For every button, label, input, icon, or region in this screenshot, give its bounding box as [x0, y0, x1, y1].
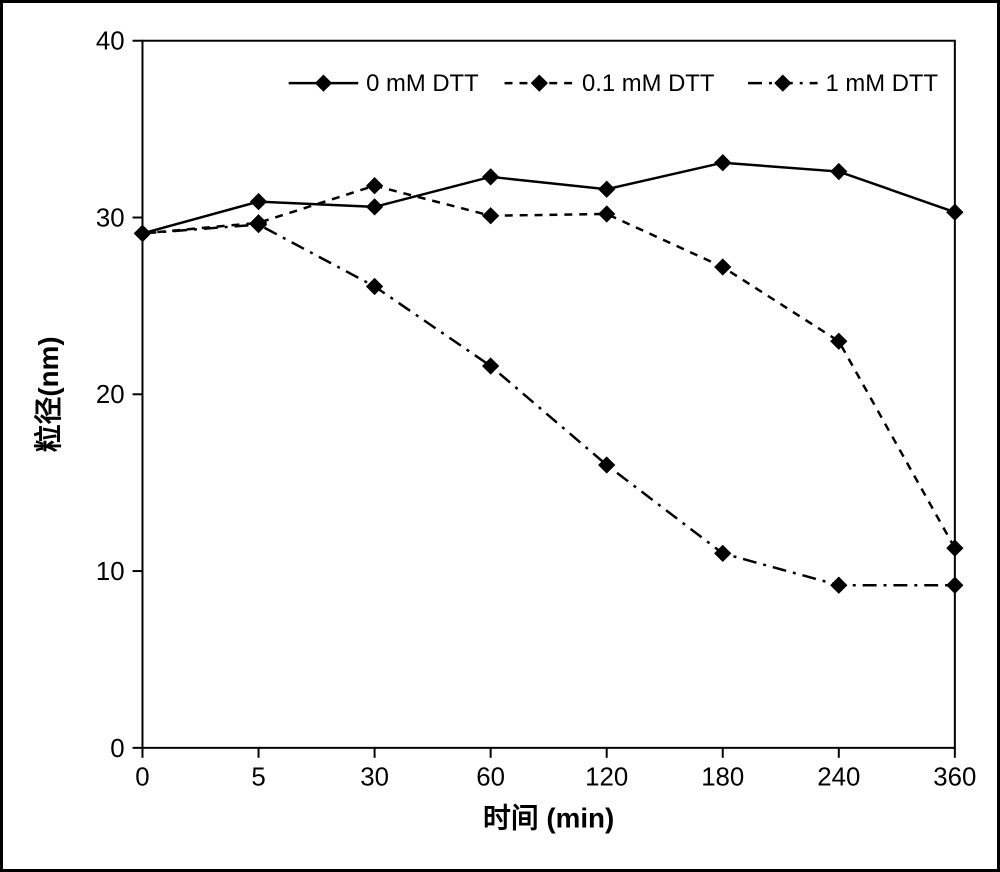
y-tick-label: 20: [96, 381, 125, 409]
x-tick-label: 30: [360, 764, 389, 792]
x-tick-label: 0: [135, 764, 149, 792]
y-axis-label: 粒径(nm): [33, 336, 64, 452]
y-tick-label: 40: [96, 28, 125, 56]
x-tick-label: 360: [933, 764, 976, 792]
x-tick-label: 240: [817, 764, 860, 792]
x-tick-label: 5: [251, 764, 265, 792]
y-tick-label: 30: [96, 204, 125, 232]
legend-label: 1 mM DTT: [826, 70, 939, 97]
legend-label: 0.1 mM DTT: [582, 70, 715, 97]
y-tick-label: 10: [96, 558, 125, 586]
x-tick-label: 60: [476, 764, 505, 792]
outer-frame: 0 10 20 30 40 粒径(nm) 0 5 30 60 120 180 240 360 时间 (min…: [0, 0, 1000, 872]
legend-label: 0 mM DTT: [366, 70, 479, 97]
x-axis-label: 时间 (min): [483, 802, 614, 833]
x-tick-label: 120: [585, 764, 628, 792]
y-tick-label: 0: [110, 735, 124, 763]
x-tick-label: 180: [701, 764, 744, 792]
line-chart: 0 10 20 30 40 粒径(nm) 0 5 30 60 120 180 240 360 时间 (min…: [3, 3, 997, 869]
